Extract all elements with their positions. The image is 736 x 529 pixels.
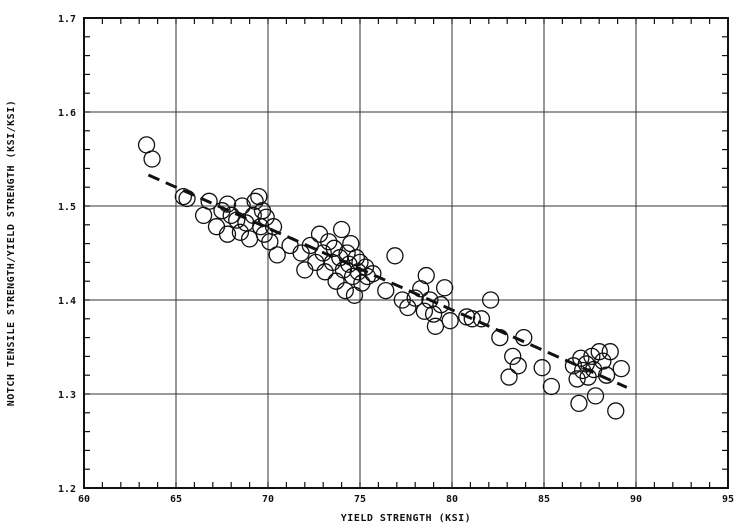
y-tick-label: 1.7: [58, 14, 76, 25]
data-point: [406, 289, 424, 307]
data-point: [481, 291, 500, 309]
x-tick-label: 80: [446, 494, 458, 505]
x-tick-label: 65: [170, 494, 182, 505]
data-point: [601, 343, 619, 361]
y-tick-label: 1.4: [58, 296, 76, 307]
y-tick-label: 1.5: [58, 202, 76, 213]
data-point: [435, 279, 454, 297]
x-tick-label: 70: [262, 494, 274, 505]
data-point: [233, 197, 251, 215]
data-point: [463, 310, 481, 328]
data-point: [327, 272, 345, 290]
plot-frame: [83, 17, 729, 489]
data-point: [268, 246, 286, 264]
data-point: [231, 223, 250, 241]
data-point: [351, 253, 369, 272]
data-point: [325, 239, 343, 257]
data-point: [174, 187, 193, 206]
y-tick-label: 1.3: [58, 390, 76, 401]
data-point: [386, 247, 404, 265]
data-point: [509, 357, 527, 375]
data-point: [222, 206, 240, 225]
data-point: [314, 244, 332, 262]
data-point: [200, 192, 218, 210]
data-point: [572, 349, 590, 367]
data-point: [264, 218, 283, 236]
data-point: [607, 402, 625, 420]
data-point: [334, 261, 353, 279]
data-point: [500, 368, 518, 386]
data-point: [353, 274, 371, 292]
data-point: [432, 296, 450, 314]
data-point: [441, 312, 459, 330]
x-tick-label: 90: [630, 494, 642, 505]
y-tick-label: 1.6: [58, 108, 76, 119]
data-point: [568, 370, 586, 388]
grid-lines: [84, 18, 728, 488]
data-point: [491, 328, 509, 347]
x-tick-label: 95: [722, 494, 734, 505]
data-point: [296, 261, 314, 279]
x-tick-label: 60: [78, 494, 90, 505]
data-point: [178, 189, 196, 208]
data-point: [590, 343, 608, 361]
data-point: [421, 291, 439, 309]
data-point: [301, 236, 319, 255]
data-point: [586, 387, 605, 405]
data-point: [542, 377, 561, 396]
data-point: [143, 150, 161, 168]
data-point: [343, 267, 362, 286]
data-point: [415, 302, 434, 320]
x-tick-label: 85: [538, 494, 550, 505]
data-point: [364, 265, 382, 283]
x-tick-label: 75: [354, 494, 366, 505]
y-axis-title: NOTCH TENSILE STRENGTH/YIELD STRENGTH (K…: [6, 100, 17, 406]
trend-line-group: [147, 173, 628, 389]
data-point: [213, 202, 231, 220]
y-axis-ticks: 1.2 1.3 1.4 1.5 1.6 1.7: [58, 14, 728, 495]
y-tick-label: 1.2: [58, 484, 76, 495]
data-point: [347, 249, 365, 267]
x-axis-title: YIELD STRENGTH (KSI): [341, 513, 471, 524]
data-point: [377, 281, 395, 300]
data-point: [207, 218, 226, 236]
data-point: [336, 281, 354, 300]
data-point: [472, 310, 491, 328]
data-point: [332, 220, 351, 239]
data-point: [504, 347, 522, 366]
data-point: [250, 187, 268, 206]
data-point: [612, 359, 630, 378]
data-point: [570, 394, 588, 413]
data-points: [137, 136, 630, 420]
data-point: [281, 236, 299, 255]
data-point: [320, 233, 338, 251]
data-point: [515, 328, 533, 347]
data-point: [218, 225, 237, 243]
data-point: [338, 244, 356, 262]
data-point: [218, 195, 237, 213]
data-point: [533, 359, 551, 377]
trend-line: [147, 173, 628, 389]
data-point: [426, 317, 445, 335]
data-point: [597, 366, 616, 384]
data-point: [417, 266, 435, 285]
